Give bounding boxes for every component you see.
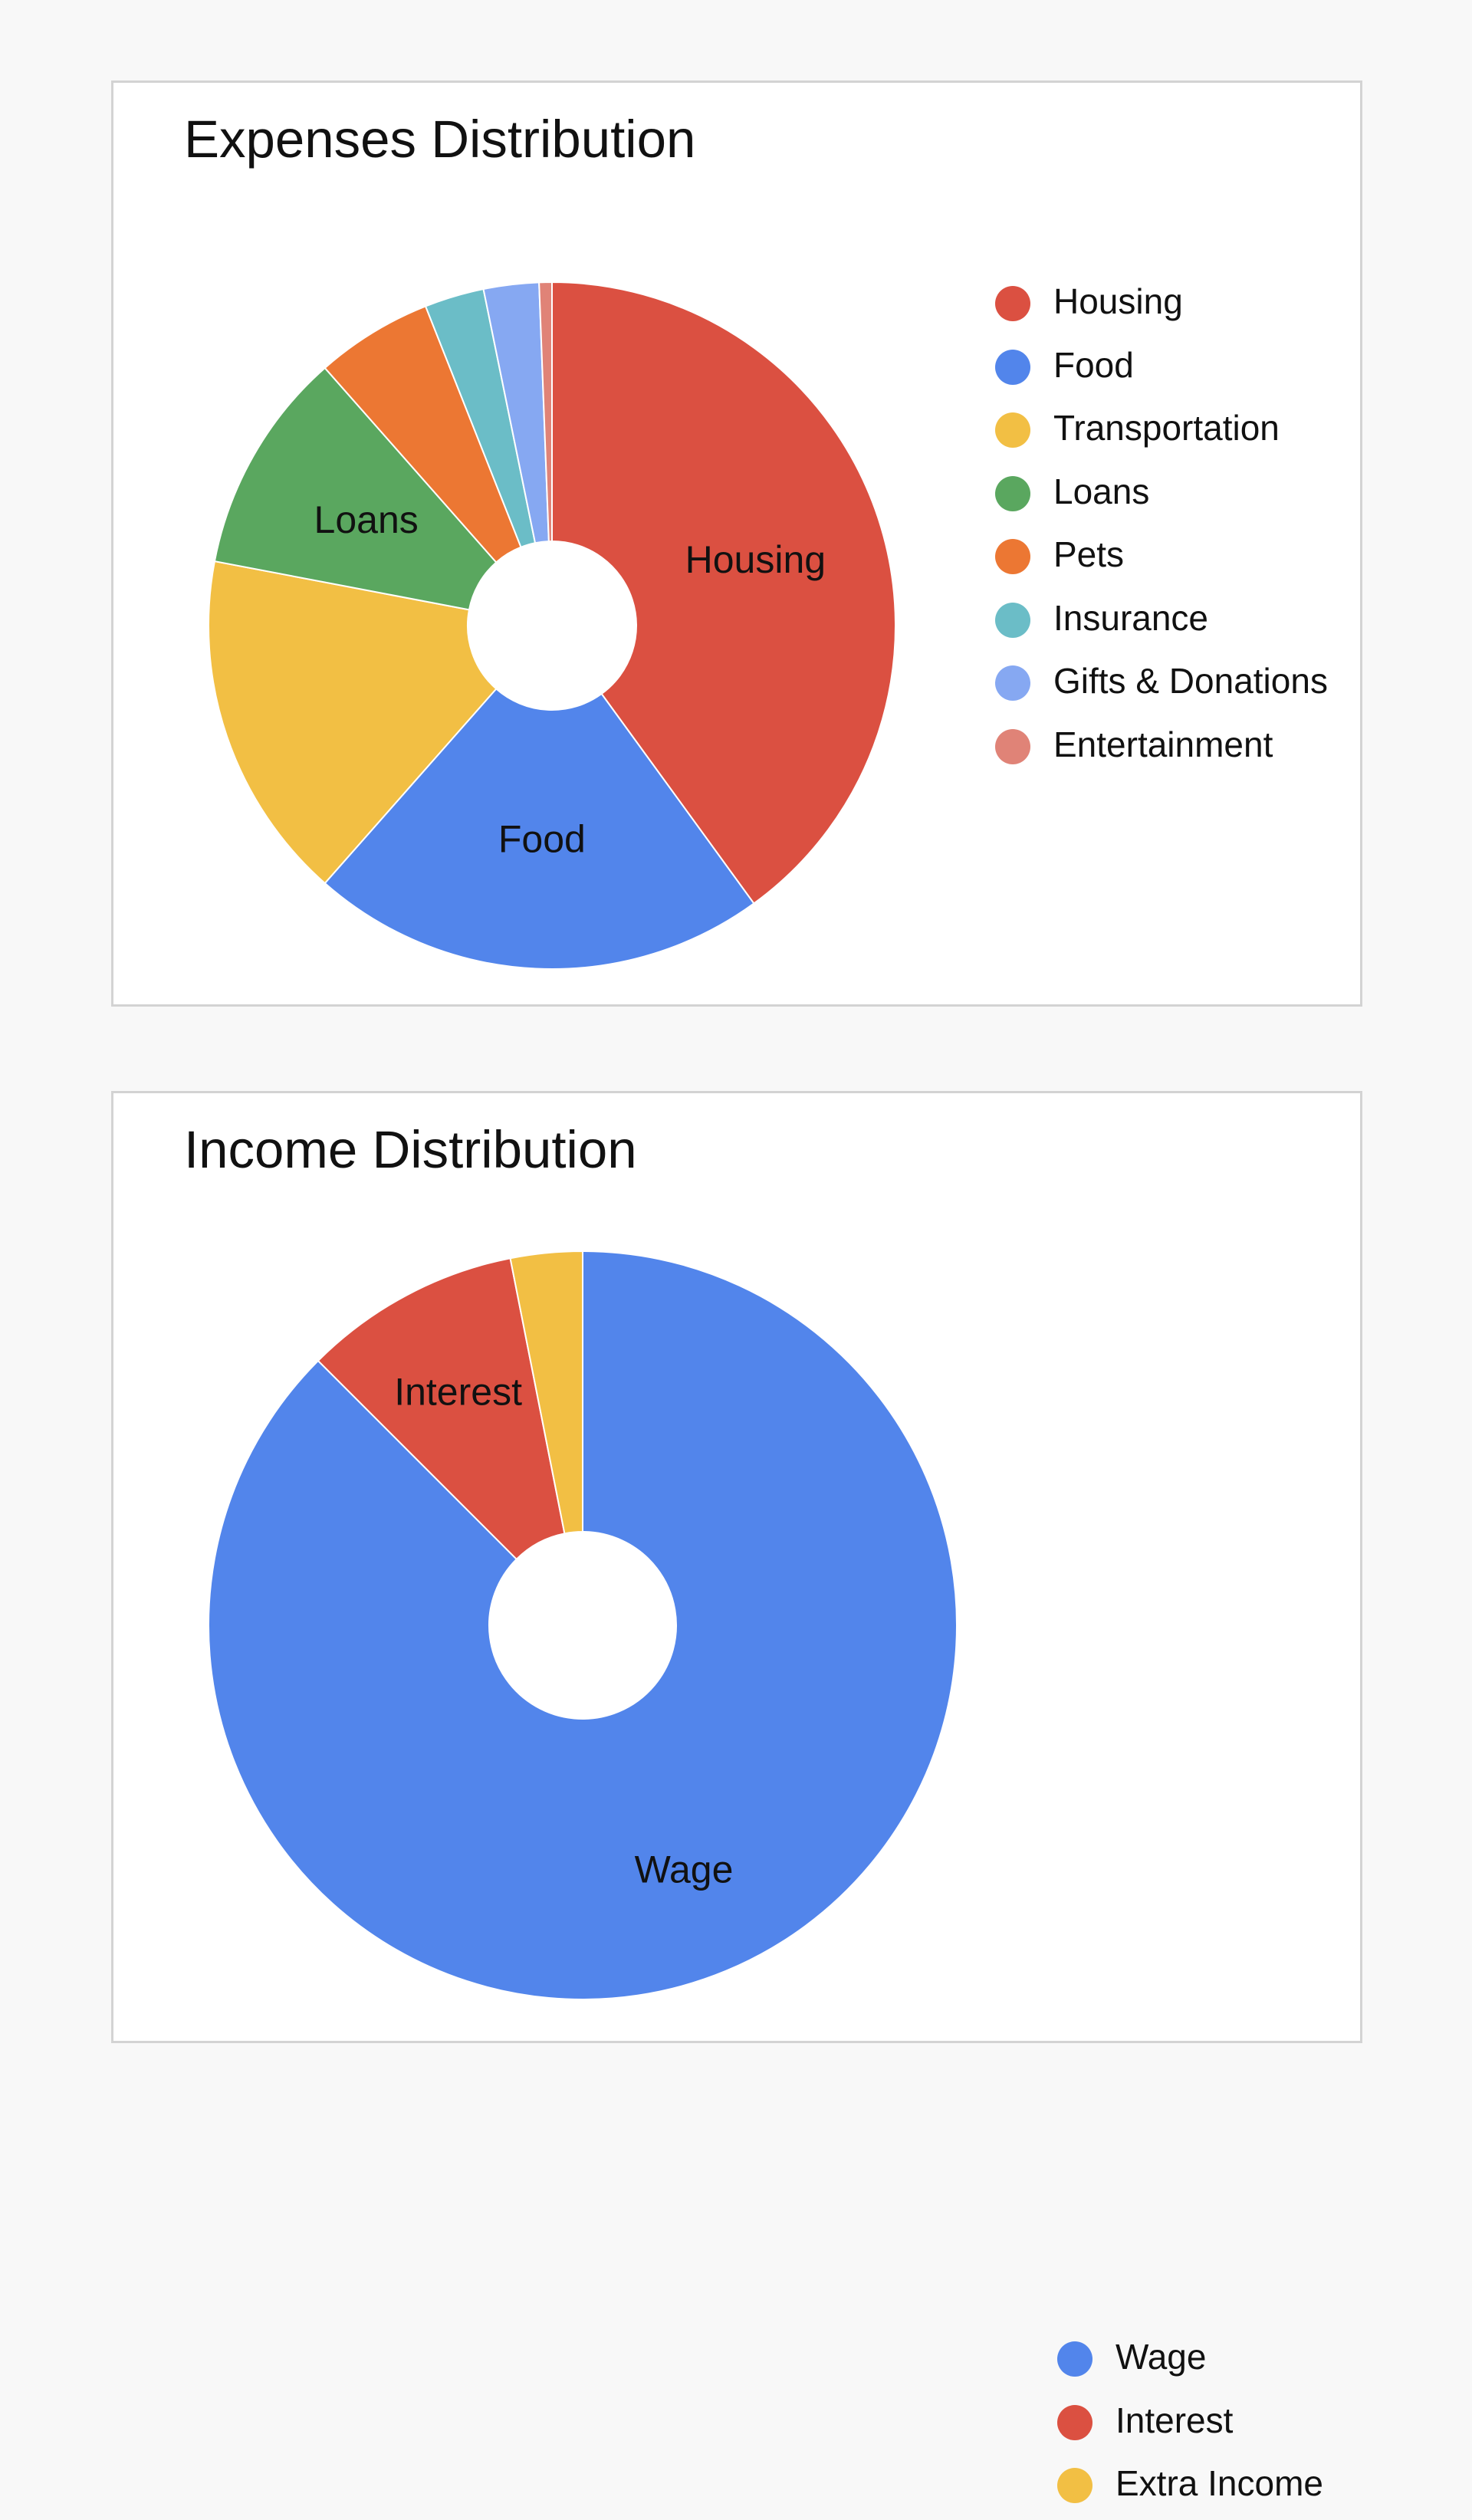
pie-slice-transportation[interactable] (208, 560, 498, 885)
pie-slice-interest[interactable] (317, 1257, 566, 1561)
legend-label: Food (1053, 344, 1134, 385)
legend-label: Entertainment (1053, 724, 1273, 764)
legend-label: Gifts & Donations (1053, 661, 1328, 701)
legend-swatch-icon (995, 412, 1030, 448)
slice-label-food: Food (498, 818, 586, 861)
legend-label: Wage (1116, 2337, 1207, 2377)
legend-label: Transportation (1053, 408, 1280, 448)
income-chart-card: Income Distribution Wage Interest Wage Int… (111, 1091, 1362, 2503)
legend-label: Loans (1053, 471, 1150, 511)
legend-swatch-icon (995, 665, 1030, 701)
legend-swatch-icon (995, 602, 1030, 638)
pie-slice-wage[interactable] (208, 1250, 958, 2000)
legend-label: Interest (1116, 2400, 1234, 2440)
pie-slice-housing[interactable] (551, 281, 897, 905)
chart-title: Expenses Distribution (184, 110, 696, 169)
legend-label: Extra Income (1116, 2463, 1323, 2503)
legend-swatch-icon (1057, 2341, 1092, 2377)
chart-title: Income Distribution (184, 1120, 637, 1179)
pie-slice-food[interactable] (324, 688, 755, 970)
income-pie-chart: Wage Interest (208, 1250, 958, 2000)
legend-swatch-icon (1057, 2404, 1092, 2440)
legend-swatch-icon (995, 728, 1030, 764)
legend-swatch-icon (995, 475, 1030, 511)
legend-swatch-icon (1057, 2468, 1092, 2503)
slice-label-wage: Wage (635, 1848, 734, 1891)
legend-label: Housing (1053, 281, 1183, 321)
slice-label-loans: Loans (314, 498, 419, 541)
pie-slice-extra-income[interactable] (509, 1250, 583, 1535)
pie-slice-loans[interactable] (213, 366, 498, 611)
expenses-chart-card: Expenses Distribution Housing Food Loans H… (111, 80, 1362, 1007)
slice-label-housing: Housing (685, 538, 826, 581)
legend-swatch-icon (995, 286, 1030, 321)
expenses-pie-chart: Housing Food Loans (208, 281, 897, 970)
slice-label-interest: Interest (394, 1371, 522, 1414)
pie-slice-entertainment[interactable] (538, 281, 553, 543)
legend-swatch-icon (995, 539, 1030, 574)
legend-label: Insurance (1053, 597, 1209, 638)
legend-label: Pets (1053, 534, 1125, 574)
legend-swatch-icon (995, 349, 1030, 385)
